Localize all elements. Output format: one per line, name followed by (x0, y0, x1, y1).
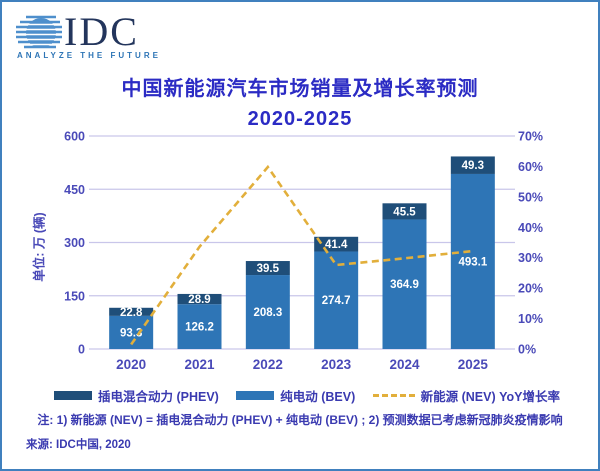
y-axis-unit-label: 单位: 万 (辆) (32, 212, 47, 282)
bar-segment-bev-2024 (382, 219, 427, 349)
bar-label-bev-2025: 493.1 (458, 256, 487, 268)
bar-segment-phev-2022 (245, 261, 290, 276)
bar-label-bev-2024: 364.9 (390, 279, 419, 291)
y-axis-tick-left: 300 (64, 236, 85, 250)
bar-segment-bev-2025 (450, 173, 495, 349)
chart-legend: 插电混合动力 (PHEV) 纯电动 (BEV) 新能源 (NEV) YoY增长率 (54, 386, 560, 405)
y-axis-tick-right: 70% (518, 130, 543, 144)
bar-label-phev-2024: 45.5 (393, 206, 416, 218)
legend-item-phev: 插电混合动力 (PHEV) (54, 386, 219, 405)
x-axis-tick: 2021 (184, 357, 215, 372)
footnote: 注: 1) 新能源 (NEV) = 插电混合动力 (PHEV) + 纯电动 (B… (37, 413, 563, 427)
bar-segment-phev-2024 (382, 203, 427, 220)
bar-segment-phev-2021 (177, 293, 222, 305)
bar-segment-phev-2020 (109, 307, 154, 316)
bar-label-bev-2022: 208.3 (253, 307, 282, 319)
idc-tagline: ANALYZE THE FUTURE (17, 51, 161, 60)
legend-label-bev: 纯电动 (BEV) (280, 390, 356, 404)
idc-logo: IDC ANALYZE THE FUTURE (16, 9, 216, 62)
y-axis-tick-right: 50% (518, 190, 543, 204)
y-axis-tick-left: 600 (64, 130, 85, 144)
idc-globe-icon (16, 15, 62, 49)
y-axis-tick-right: 20% (518, 282, 543, 296)
bar-label-bev-2020: 93.3 (120, 327, 142, 339)
chart-title-block: 中国新能源汽车市场销量及增长率预测 2020-2025 (2, 72, 598, 131)
bev-swatch-icon (236, 391, 275, 400)
bar-segment-phev-2025 (450, 156, 495, 174)
y-axis-tick-right: 40% (518, 221, 543, 235)
bar-label-phev-2022: 39.5 (257, 263, 280, 275)
x-axis-tick: 2025 (458, 357, 489, 372)
y-axis-tick-right: 0% (518, 343, 536, 357)
y-axis-tick-right: 30% (518, 251, 543, 265)
y-axis-tick-left: 0 (78, 343, 85, 357)
bar-segment-bev-2023 (314, 251, 359, 349)
bar-label-phev-2021: 28.9 (188, 294, 210, 306)
legend-item-yoy: 新能源 (NEV) YoY增长率 (372, 386, 560, 405)
legend-label-yoy: 新能源 (NEV) YoY增长率 (420, 390, 560, 404)
y-axis-tick-left: 450 (64, 183, 85, 197)
bar-label-phev-2025: 49.3 (462, 160, 484, 172)
y-axis-tick-right: 60% (518, 160, 543, 174)
idc-wordmark: IDC (64, 9, 139, 54)
x-axis-tick: 2020 (116, 357, 146, 372)
bar-label-bev-2021: 126.2 (185, 322, 214, 334)
x-axis-tick: 2024 (389, 357, 420, 372)
phev-swatch-icon (54, 391, 92, 400)
yoy-dash-icon (372, 394, 415, 397)
chart-subtitle: 2020-2025 (247, 108, 353, 130)
bar-segment-bev-2021 (177, 304, 222, 349)
bar-segment-bev-2022 (245, 275, 290, 349)
bar-label-phev-2023: 41.4 (325, 239, 348, 251)
chart-title: 中国新能源汽车市场销量及增长率预测 (121, 78, 479, 100)
source-line: 来源: IDC中国, 2020 (26, 439, 131, 451)
x-axis-tick: 2022 (253, 357, 283, 372)
legend-label-phev: 插电混合动力 (PHEV) (98, 390, 219, 404)
x-axis-tick: 2023 (321, 357, 352, 372)
y-axis-tick-left: 150 (64, 289, 85, 303)
legend-item-bev: 纯电动 (BEV) (236, 386, 355, 405)
y-axis-tick-right: 10% (518, 312, 543, 326)
bar-label-phev-2020: 22.8 (120, 307, 143, 319)
bar-label-bev-2023: 274.7 (322, 295, 351, 307)
